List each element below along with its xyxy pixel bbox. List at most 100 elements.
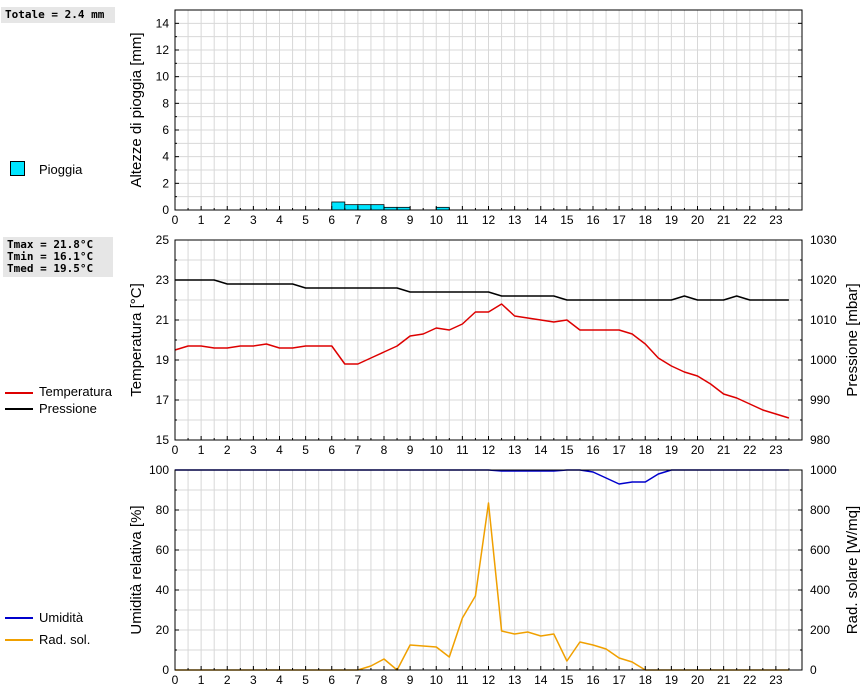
y-axis-title: Umidità relativa [%] [128, 505, 145, 634]
x-tick-label: 7 [355, 213, 362, 227]
x-tick-label: 18 [639, 673, 653, 687]
x-tick-label: 16 [586, 213, 600, 227]
x-tick-label: 5 [302, 673, 309, 687]
x-tick-label: 10 [430, 673, 444, 687]
y-tick-label: 40 [156, 583, 170, 597]
x-tick-label: 9 [407, 673, 414, 687]
y2-tick-label: 600 [810, 543, 830, 557]
rain-bar [370, 204, 385, 211]
x-tick-label: 1 [198, 673, 205, 687]
x-tick-label: 12 [482, 673, 496, 687]
x-tick-label: 20 [691, 673, 705, 687]
x-tick-label: 5 [302, 443, 309, 457]
x-tick-label: 9 [407, 443, 414, 457]
y-tick-label: 100 [149, 463, 169, 477]
y-tick-label: 23 [156, 273, 170, 287]
y2-tick-label: 0 [810, 663, 817, 677]
y-tick-label: 20 [156, 623, 170, 637]
x-tick-label: 7 [355, 443, 362, 457]
x-tick-label: 17 [612, 213, 626, 227]
tmed-text: Tmed = 19.5°C [7, 262, 94, 275]
x-tick-label: 10 [430, 213, 444, 227]
y-tick-label: 0 [162, 663, 169, 677]
x-tick-label: 11 [456, 213, 469, 227]
y2-tick-label: 1020 [810, 273, 837, 287]
x-tick-label: 7 [355, 673, 362, 687]
x-tick-label: 5 [302, 213, 309, 227]
y-tick-label: 12 [156, 43, 170, 57]
x-tick-label: 13 [508, 443, 522, 457]
y-tick-label: 25 [156, 233, 170, 247]
x-tick-label: 9 [407, 213, 414, 227]
humidity-legend-label: Umidità [39, 610, 84, 625]
x-tick-label: 6 [328, 213, 335, 227]
radiation-legend-label: Rad. sol. [39, 632, 91, 647]
x-tick-label: 21 [717, 213, 731, 227]
x-tick-label: 2 [224, 213, 231, 227]
rain-bar [357, 204, 372, 211]
x-tick-label: 10 [430, 443, 444, 457]
y2-tick-label: 200 [810, 623, 830, 637]
y-tick-label: 15 [156, 433, 170, 447]
y2-tick-label: 990 [810, 393, 830, 407]
y2-tick-label: 980 [810, 433, 830, 447]
y2-tick-label: 800 [810, 503, 830, 517]
rain-total-box: Totale = 2.4 mm [1, 7, 115, 23]
x-tick-label: 12 [482, 213, 496, 227]
x-tick-label: 0 [172, 213, 179, 227]
x-tick-label: 8 [381, 443, 388, 457]
x-tick-label: 17 [612, 443, 626, 457]
pressure-legend-swatch [5, 408, 33, 410]
x-tick-label: 14 [534, 213, 548, 227]
y-tick-label: 19 [156, 353, 170, 367]
x-tick-label: 20 [691, 213, 705, 227]
x-tick-label: 15 [560, 673, 574, 687]
x-tick-label: 13 [508, 213, 522, 227]
radiation-legend-swatch [5, 639, 33, 641]
rain-bar [344, 204, 359, 211]
x-tick-label: 14 [534, 443, 548, 457]
x-tick-label: 3 [250, 443, 257, 457]
x-tick-label: 12 [482, 443, 496, 457]
x-tick-label: 1 [198, 443, 205, 457]
x-tick-label: 6 [328, 673, 335, 687]
y-tick-label: 14 [156, 16, 170, 30]
x-tick-label: 23 [769, 213, 783, 227]
x-tick-label: 13 [508, 673, 522, 687]
x-tick-label: 22 [743, 673, 757, 687]
x-tick-label: 23 [769, 443, 783, 457]
y2-tick-label: 1000 [810, 353, 837, 367]
x-tick-label: 8 [381, 673, 388, 687]
y-tick-label: 0 [162, 203, 169, 217]
x-tick-label: 19 [665, 213, 679, 227]
x-tick-label: 8 [381, 213, 388, 227]
temperature-legend-swatch [5, 392, 33, 394]
x-tick-label: 4 [276, 443, 283, 457]
tmax-text: Tmax = 21.8°C [7, 238, 94, 251]
y-tick-label: 10 [156, 70, 170, 84]
x-tick-label: 4 [276, 673, 283, 687]
y2-tick-label: 1010 [810, 313, 837, 327]
x-tick-label: 3 [250, 213, 257, 227]
radiation-line [175, 502, 789, 671]
x-tick-label: 19 [665, 673, 679, 687]
y-tick-label: 4 [162, 150, 169, 164]
x-tick-label: 4 [276, 213, 283, 227]
temperature-pressure-panel: 0 1 2 3 4 5 6 7 8 9 10 11 12 13 14 15 16 17 18 19 20 21 22 2315… [128, 233, 860, 457]
y-tick-label: 80 [156, 503, 170, 517]
y-axis-title: Altezze di pioggia [mm] [128, 32, 145, 187]
y2-tick-label: 1000 [810, 463, 837, 477]
x-tick-label: 21 [717, 443, 731, 457]
rain-legend-label: Pioggia [39, 162, 83, 177]
y-tick-label: 21 [156, 313, 170, 327]
x-tick-label: 20 [691, 443, 705, 457]
rain-total-text: Totale = 2.4 mm [5, 8, 105, 21]
rain-bar [331, 201, 346, 211]
x-tick-label: 15 [560, 213, 574, 227]
x-tick-label: 14 [534, 673, 548, 687]
temperature-stats-box: Tmax = 21.8°C Tmin = 16.1°C Tmed = 19.5°… [3, 237, 113, 277]
humidity-legend-swatch [5, 617, 33, 619]
pressure-legend-label: Pressione [39, 401, 97, 416]
x-tick-label: 1 [198, 213, 205, 227]
